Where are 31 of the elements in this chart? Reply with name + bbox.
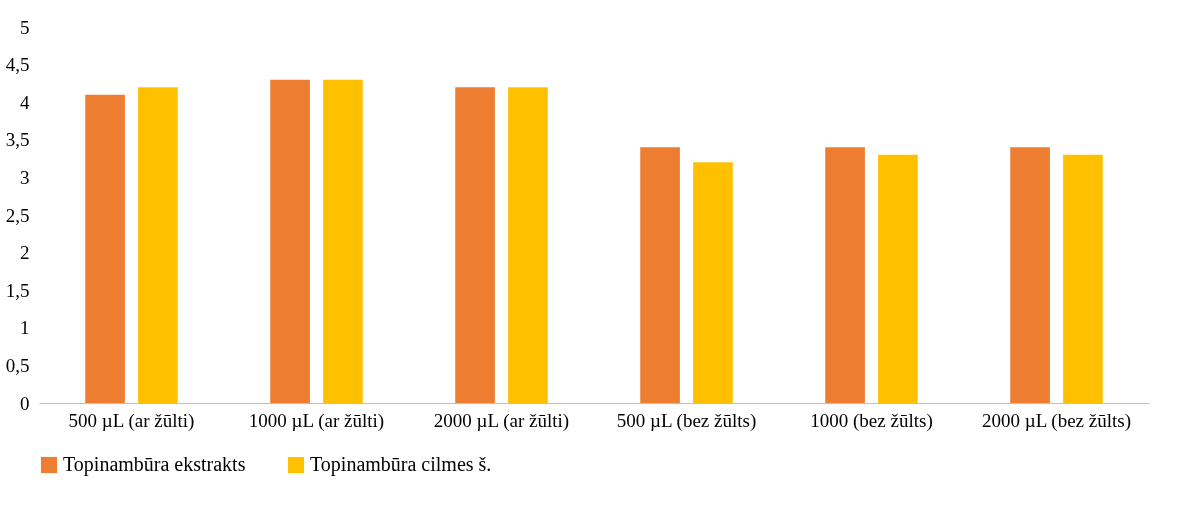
y-tick-label: 5	[20, 16, 30, 38]
y-tick-label: 1	[20, 317, 30, 339]
bar	[270, 79, 310, 403]
y-tick-label: 0	[20, 392, 30, 414]
legend-label: Topinambūra cilmes š.	[310, 453, 492, 476]
y-tick-label: 4,5	[5, 54, 30, 76]
x-tick-label: 2000 µL (bez žūlts)	[981, 409, 1132, 432]
bar	[138, 87, 178, 403]
x-tick-label: 1000 µL (ar žūlti)	[248, 409, 385, 432]
bar	[1010, 147, 1050, 403]
bar	[508, 87, 548, 403]
y-tick-label: 1,5	[5, 279, 30, 301]
bar	[455, 87, 495, 403]
bar	[85, 94, 125, 403]
bar	[1063, 154, 1103, 403]
x-tick-label: 2000 µL (ar žūlti)	[433, 409, 570, 432]
y-tick-label: 2	[20, 242, 30, 264]
y-tick-label: 3,5	[5, 129, 30, 151]
bar	[693, 162, 733, 403]
bar	[640, 147, 680, 403]
bar	[878, 154, 918, 403]
y-tick-label: 4	[20, 91, 30, 113]
x-tick-label: 1000 (bez žūlts)	[810, 409, 933, 432]
y-tick-label: 2,5	[5, 204, 30, 226]
y-tick-label: 3	[20, 166, 30, 188]
x-tick-label: 500 µL (bez žūlts)	[616, 409, 757, 432]
bar	[323, 79, 363, 403]
bar	[825, 147, 865, 403]
legend-label: Topinambūra ekstrakts	[63, 453, 246, 476]
x-tick-label: 500 µL (ar žūlti)	[68, 409, 195, 432]
y-tick-label: 0,5	[5, 354, 30, 376]
